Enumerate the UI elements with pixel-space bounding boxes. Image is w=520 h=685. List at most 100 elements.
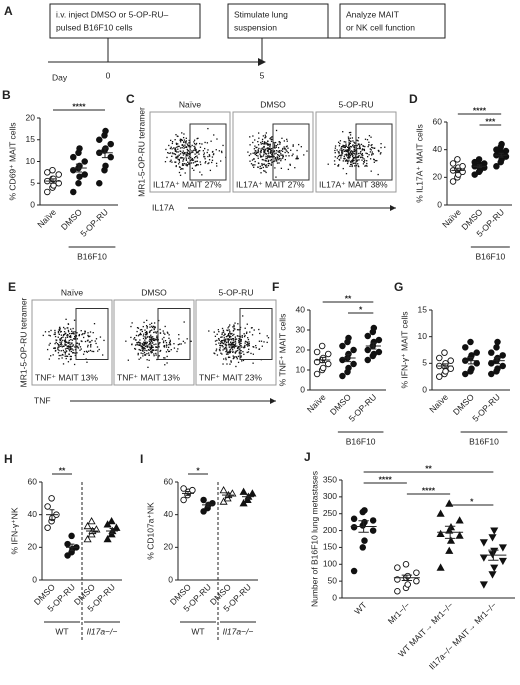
y-tick-label: 10 (418, 331, 428, 341)
flow-event (262, 155, 265, 157)
flow-event (69, 358, 72, 361)
flow-event (232, 357, 234, 360)
flow-event (86, 361, 88, 363)
flow-event (66, 341, 68, 344)
flow-event (59, 338, 61, 340)
flow-event (71, 342, 73, 344)
flow-event (350, 152, 352, 154)
flow-event (146, 346, 148, 348)
flow-event (341, 154, 343, 156)
flow-event (203, 156, 205, 158)
flow-event (261, 147, 264, 149)
flow-event (78, 342, 80, 345)
flow-event (352, 151, 354, 154)
flow-event (195, 143, 197, 146)
flow-event (261, 164, 263, 167)
flow-event (190, 162, 193, 164)
flow-event (227, 335, 230, 337)
flow-event (148, 343, 151, 345)
flow-event (179, 147, 182, 149)
flow-event (138, 334, 140, 336)
y-tick-label: 100 (323, 559, 337, 569)
flow-event (254, 164, 256, 166)
flow-event (342, 167, 344, 170)
flow-event (234, 328, 236, 330)
flow-event (64, 348, 67, 350)
flow-event (140, 357, 142, 359)
flow-event (201, 143, 203, 145)
flow-event (252, 353, 255, 355)
flow-event (136, 330, 138, 333)
flow-event (379, 153, 382, 155)
flow-event (229, 363, 231, 365)
data-point (490, 527, 499, 535)
error-bar (370, 342, 377, 350)
flow-event (220, 340, 223, 342)
data-point (462, 344, 469, 351)
flow-event (155, 332, 157, 334)
flow-event (275, 129, 278, 132)
flow-event (342, 144, 344, 147)
flow-event (236, 329, 239, 331)
flow-event (60, 345, 62, 347)
flow-event (81, 333, 83, 336)
flow-event (71, 343, 73, 345)
flow-event (186, 164, 189, 166)
flow-event (145, 337, 147, 339)
flow-event (262, 135, 264, 137)
flow-event (178, 159, 181, 162)
flow-event (366, 139, 369, 141)
flow-event (273, 144, 276, 146)
flow-event (65, 350, 67, 352)
data-point (87, 516, 96, 525)
flow-event (125, 340, 127, 342)
flow-event (182, 152, 184, 154)
flow-event (244, 327, 246, 329)
flow-event (195, 150, 197, 152)
flow-event (187, 145, 189, 147)
flow-event (175, 149, 177, 152)
flow-event (140, 349, 142, 351)
flow-event (58, 344, 60, 347)
arrow (390, 205, 396, 211)
flow-event (61, 357, 63, 359)
flow-event (339, 140, 342, 142)
flow-event (178, 163, 180, 165)
data-point (83, 534, 92, 543)
data-point (413, 577, 420, 585)
flow-event (234, 344, 237, 346)
flow-event (248, 154, 251, 157)
flow-event (214, 340, 217, 342)
flow-event (344, 160, 347, 162)
flow-event (60, 334, 63, 336)
data-point (219, 485, 228, 494)
flow-event (91, 350, 93, 353)
flow-event (146, 341, 148, 344)
day-label: 5 (260, 70, 265, 80)
flow-event (271, 152, 273, 154)
data-point (449, 160, 457, 167)
flow-event (341, 150, 343, 152)
flow-event (263, 341, 265, 343)
flow-event (158, 346, 160, 348)
flow-event (152, 336, 154, 338)
flow-event (228, 325, 230, 328)
flow-event (339, 149, 341, 151)
flow-event (146, 332, 148, 334)
flow-event (194, 161, 196, 163)
flow-event (345, 141, 347, 143)
flow-event (185, 137, 187, 139)
flow-event (158, 345, 160, 347)
flow-event (70, 328, 72, 330)
flow-event (246, 331, 248, 333)
flow-event (220, 352, 222, 354)
flow-event (86, 351, 88, 353)
flow-event (142, 349, 144, 351)
flow-event (343, 141, 345, 143)
flow-event (73, 352, 75, 354)
flow-event (276, 154, 279, 156)
flow-event (345, 150, 347, 153)
flow-event (169, 339, 171, 341)
flow-event (58, 354, 60, 357)
flow-event (184, 172, 186, 174)
